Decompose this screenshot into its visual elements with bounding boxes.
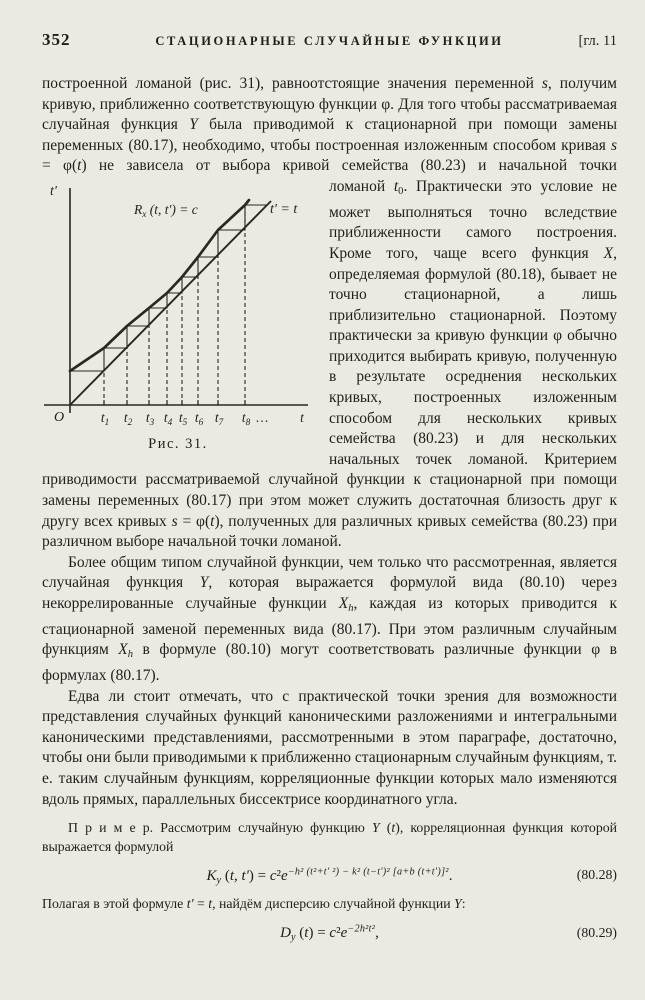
equation-80-28: Ky (t, t') = c²e−h² (t²+t' ²) − k² (t−t'… bbox=[42, 863, 617, 890]
page-body: построенной ломаной (рис. 31), равноотст… bbox=[42, 74, 617, 948]
page-header: 352 СТАЦИОНАРНЫЕ СЛУЧАЙНЫЕ ФУНКЦИИ [гл. … bbox=[42, 30, 617, 50]
tick-label-t4: t4 bbox=[163, 409, 173, 427]
example-block: П р и м е р. Рассмотрим случайную функци… bbox=[42, 819, 617, 947]
x-axis-label: t bbox=[300, 409, 304, 425]
axis-ticks bbox=[103, 399, 246, 405]
page-number: 352 bbox=[42, 30, 71, 49]
chapter-reference: [гл. 11 bbox=[578, 33, 618, 49]
tick-label-t5: t5 bbox=[178, 409, 188, 427]
tick-label-t6: t6 bbox=[194, 409, 204, 427]
equation-80-28-body: Ky (t, t') = c²e−h² (t²+t' ²) − k² (t−t'… bbox=[206, 866, 453, 886]
body-paragraph-1a: построенной ломаной (рис. 31), равноотст… bbox=[42, 75, 617, 175]
figure-31: t' Rx (t, t') = c t' = t O t1 t2 t3 t4 t… bbox=[42, 180, 314, 464]
running-title: СТАЦИОНАРНЫЕ СЛУЧАЙНЫЕ ФУНКЦИИ bbox=[155, 34, 504, 48]
book-page: 352 СТАЦИОНАРНЫЕ СЛУЧАЙНЫЕ ФУНКЦИИ [гл. … bbox=[42, 30, 617, 948]
tick-label-t8: t8 bbox=[241, 409, 251, 427]
example-after: Полагая в этой формуле t' = t, найдём ди… bbox=[42, 896, 466, 912]
line-label: t' = t bbox=[270, 201, 298, 217]
body-paragraph-1b: ломаной t0. Практически это условие не м… bbox=[42, 177, 617, 551]
equation-80-28-number: (80.28) bbox=[576, 867, 617, 883]
figure-caption: Рис. 31. bbox=[148, 435, 208, 452]
curve-label: Rx (t, t') = c bbox=[134, 201, 198, 219]
correlation-curve bbox=[68, 198, 251, 373]
dashed-guides bbox=[103, 206, 246, 405]
y-axis-label: t' bbox=[50, 183, 57, 199]
equation-80-29-body: Dy (t) = c²e−2h²t², bbox=[280, 923, 379, 944]
equation-80-29: Dy (t) = c²e−2h²t², (80.29) bbox=[42, 921, 617, 948]
ellipsis-label: … bbox=[255, 409, 269, 425]
staircase-construction bbox=[70, 204, 266, 372]
tick-label-t7: t7 bbox=[214, 409, 224, 427]
body-paragraph-3: Едва ли стоит отмечать, что с практическ… bbox=[42, 687, 617, 808]
bisector-line bbox=[69, 200, 272, 406]
tick-label-t1: t1 bbox=[100, 409, 110, 427]
tick-label-t3: t3 bbox=[145, 409, 155, 427]
figure-31-plot bbox=[44, 187, 308, 413]
origin-label: O bbox=[54, 409, 65, 425]
tick-label-t2: t2 bbox=[123, 409, 133, 427]
example-intro: П р и м е р. Рассмотрим случайную функци… bbox=[42, 820, 617, 854]
equation-80-29-number: (80.29) bbox=[576, 924, 617, 940]
body-paragraph-2: Более общим типом случайной функции, чем… bbox=[42, 553, 617, 685]
